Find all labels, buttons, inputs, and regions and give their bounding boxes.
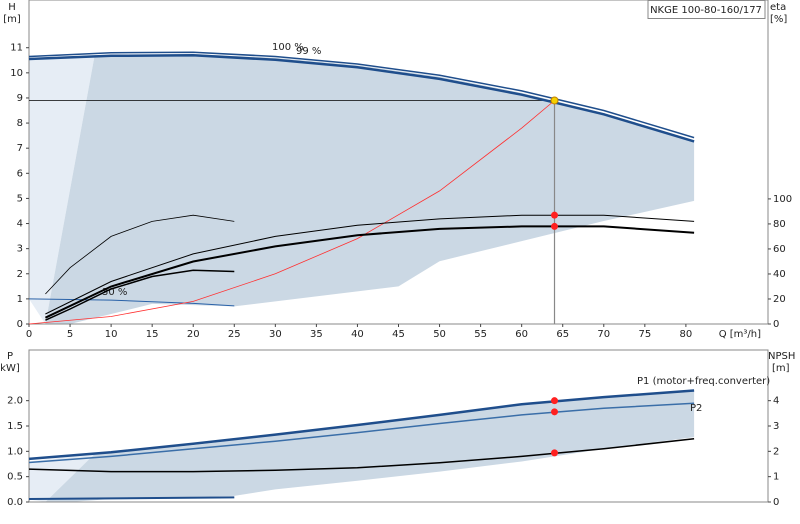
curve <box>28 496 235 500</box>
curve <box>28 389 695 461</box>
x-tick-label: 25 <box>228 329 241 340</box>
y-tick-label: 7 <box>17 143 23 154</box>
y2-tick-label: 20 <box>773 294 786 305</box>
x-tick-label: 70 <box>597 329 610 340</box>
x-tick-label: 30 <box>269 329 282 340</box>
x-tick-label: 65 <box>556 329 569 340</box>
y2-tick-label: 4 <box>773 396 779 407</box>
curve <box>28 51 695 139</box>
y2-axis-label: NPSH <box>768 351 795 362</box>
x-tick-label: 75 <box>638 329 651 340</box>
curve <box>44 225 695 319</box>
x-tick-label: 45 <box>392 329 405 340</box>
x-tick-label: 40 <box>351 329 364 340</box>
y-axis-unit: [kW] <box>0 363 20 374</box>
duty-point <box>550 96 559 105</box>
y2-tick-label: 1 <box>773 472 779 483</box>
curve-label: 30 % <box>102 287 127 298</box>
y-tick-label: 3 <box>17 244 23 255</box>
y2-axis-label: eta <box>770 2 786 13</box>
title-box <box>647 0 766 19</box>
x-tick-label: 0 <box>26 329 32 340</box>
curve-label: P2 <box>690 403 702 414</box>
curve <box>45 214 235 295</box>
x-tick-label: 35 <box>310 329 323 340</box>
y2-tick-label: 2 <box>773 446 779 457</box>
duty-point <box>551 211 559 219</box>
y-tick-label: 10 <box>10 68 23 79</box>
operating-range <box>29 55 95 325</box>
y-tick-label: 5 <box>17 193 23 204</box>
x-tick-label: 60 <box>515 329 528 340</box>
y-tick-label: 0 <box>17 319 23 330</box>
y-tick-label: 0.0 <box>7 497 23 508</box>
y2-axis-unit: [%] <box>770 14 787 25</box>
y-tick-label: 8 <box>17 118 23 129</box>
x-axis-label: Q [m³/h] <box>719 329 761 340</box>
curve <box>28 298 235 307</box>
y-tick-label: 11 <box>10 43 23 54</box>
y2-tick-label: 100 <box>773 194 792 205</box>
y2-tick-label: 0 <box>773 497 779 508</box>
y-tick-label: 2 <box>17 269 23 280</box>
y2-tick-label: 60 <box>773 244 786 255</box>
chart-title: NKGE 100-80-160/177 <box>650 5 762 16</box>
curve-label: 99 % <box>296 46 321 57</box>
x-tick-label: 80 <box>680 329 693 340</box>
y-tick-label: 1.0 <box>7 446 23 457</box>
y-axis-unit: [m] <box>3 14 21 25</box>
duty-point <box>551 222 559 230</box>
duty-point <box>551 449 559 457</box>
x-tick-label: 55 <box>474 329 487 340</box>
y-axis-label: P <box>7 351 13 362</box>
duty-point <box>551 408 559 416</box>
curve <box>28 54 695 143</box>
y2-tick-label: 40 <box>773 269 786 280</box>
y2-tick-label: 3 <box>773 421 779 432</box>
operating-range <box>45 54 695 324</box>
x-tick-label: 10 <box>105 329 118 340</box>
curve-label: P1 (motor+freq.converter) <box>637 376 770 387</box>
y-tick-label: 1 <box>17 294 23 305</box>
y-tick-label: 1.5 <box>7 421 23 432</box>
curve <box>45 269 235 321</box>
y-tick-label: 2.0 <box>7 396 23 407</box>
y-axis-label: H <box>8 2 16 13</box>
y-tick-label: 4 <box>17 219 23 230</box>
curve <box>28 100 555 325</box>
x-tick-label: 5 <box>67 329 73 340</box>
x-tick-label: 20 <box>187 329 200 340</box>
y2-axis-unit: [m] <box>772 363 790 374</box>
x-tick-label: 50 <box>433 329 446 340</box>
y2-tick-label: 0 <box>773 319 779 330</box>
operating-range <box>29 453 95 502</box>
curve <box>28 402 695 464</box>
curve <box>45 214 695 315</box>
y-tick-label: 0.5 <box>7 472 23 483</box>
x-tick-label: 15 <box>146 329 159 340</box>
curve-label: 100 % <box>272 42 304 53</box>
y-tick-label: 6 <box>17 168 23 179</box>
duty-point <box>551 397 559 405</box>
curve <box>28 437 695 473</box>
y2-tick-label: 80 <box>773 219 786 230</box>
operating-range <box>45 390 695 502</box>
y-tick-label: 9 <box>17 93 23 104</box>
